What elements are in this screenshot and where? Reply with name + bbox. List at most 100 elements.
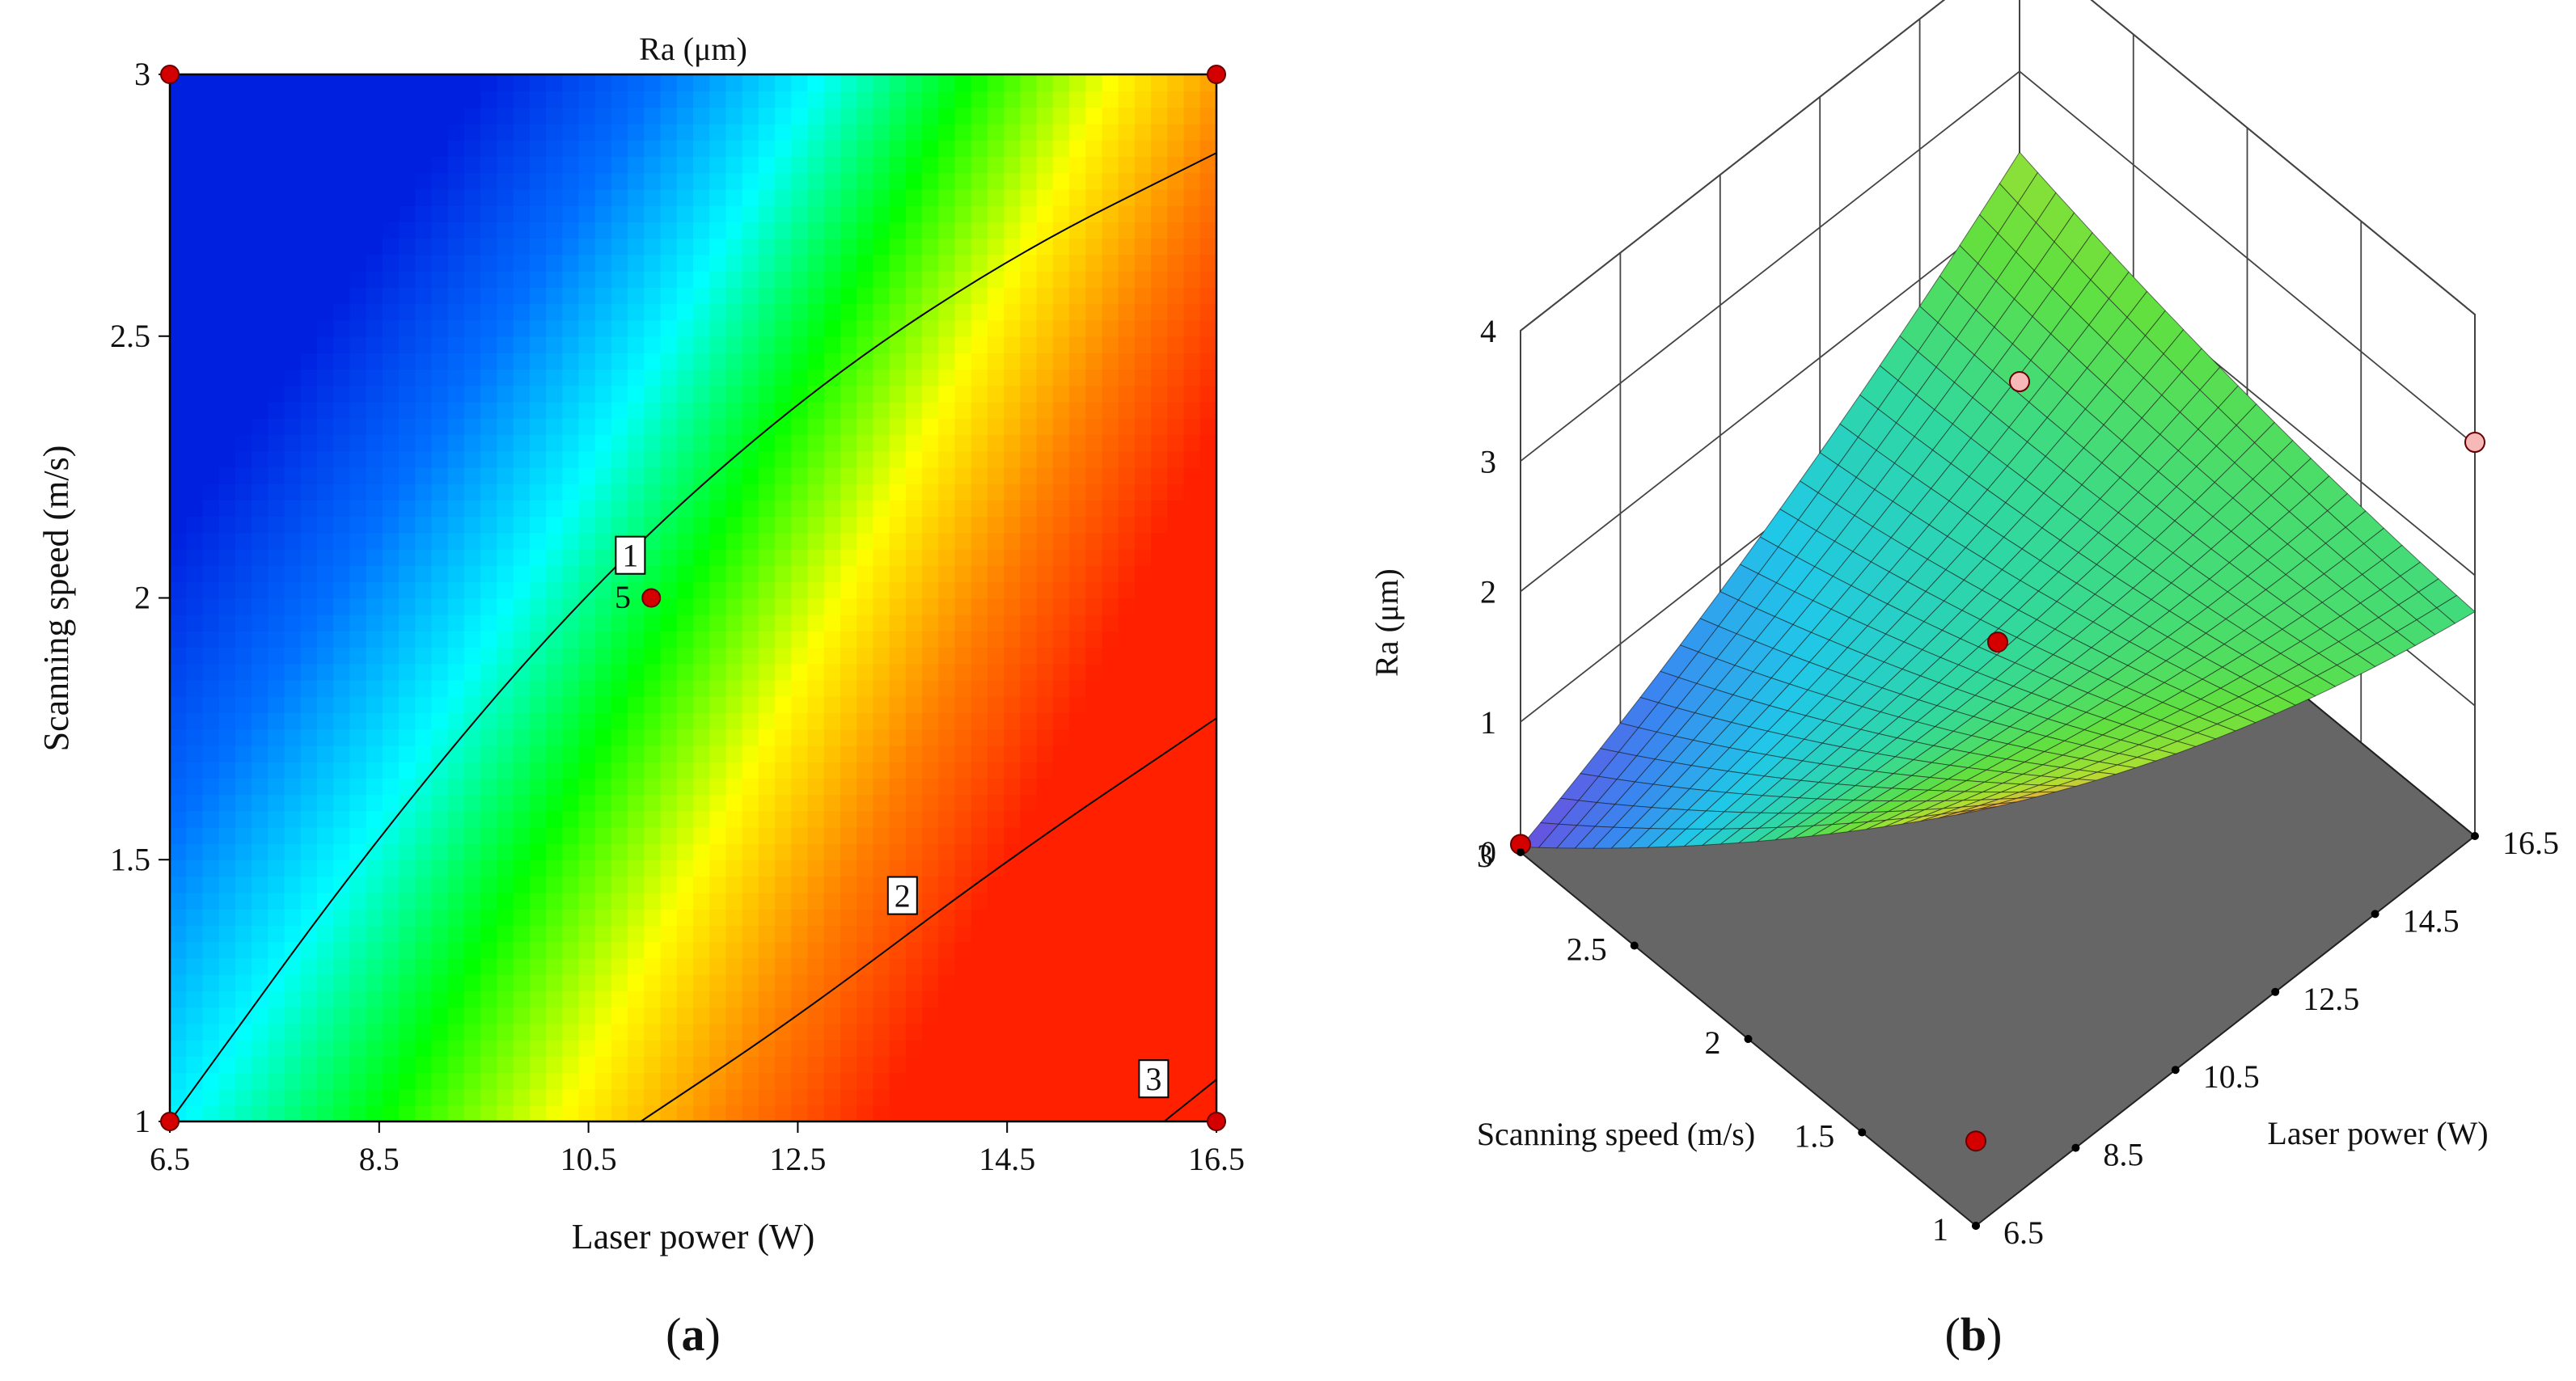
contour-color-cell: [218, 532, 236, 550]
contour-color-cell: [578, 336, 596, 353]
contour-color-cell: [562, 303, 580, 321]
contour-color-cell: [1199, 957, 1216, 975]
contour-color-cell: [1151, 205, 1169, 222]
contour-color-cell: [1134, 287, 1152, 305]
contour-color-cell: [823, 205, 841, 222]
contour-color-cell: [415, 729, 433, 746]
contour-color-cell: [1085, 663, 1103, 681]
contour-color-cell: [366, 565, 383, 583]
contour-color-cell: [1183, 254, 1201, 272]
contour-color-cell: [611, 679, 628, 697]
contour-color-cell: [857, 1056, 874, 1074]
contour-color-cell: [366, 761, 383, 779]
contour-color-cell: [791, 548, 809, 566]
contour-color-cell: [742, 385, 759, 403]
contour-color-cell: [399, 892, 417, 910]
contour-color-cell: [725, 647, 743, 665]
contour-color-cell: [987, 1088, 1005, 1106]
contour-color-cell: [1102, 450, 1119, 468]
contour-color-cell: [463, 238, 481, 256]
contour-color-cell: [840, 565, 858, 583]
contour-color-cell: [529, 287, 547, 305]
contour-color-cell: [300, 139, 318, 157]
contour-color-cell: [349, 876, 367, 893]
contour-color-cell: [349, 1104, 367, 1121]
contour-color-cell: [1134, 843, 1152, 861]
contour-color-cell: [284, 598, 302, 615]
contour-color-cell: [1167, 123, 1185, 141]
contour-color-cell: [529, 581, 547, 599]
contour-color-cell: [1118, 548, 1136, 566]
contour-color-cell: [725, 1007, 743, 1024]
contour-color-cell: [954, 729, 972, 746]
contour-color-cell: [366, 172, 383, 190]
contour-color-cell: [676, 859, 694, 877]
contour-color-cell: [1036, 679, 1054, 697]
contour-color-cell: [1020, 581, 1038, 599]
contour-color-cell: [562, 859, 580, 877]
contour-color-cell: [1199, 876, 1216, 893]
contour-color-cell: [1118, 303, 1136, 321]
contour-color-cell: [268, 205, 286, 222]
contour-color-cell: [497, 548, 514, 566]
contour-color-cell: [1167, 188, 1185, 206]
contour-color-cell: [1052, 74, 1070, 92]
contour-color-cell: [1036, 859, 1054, 877]
contour-color-cell: [415, 712, 433, 730]
contour-color-cell: [1036, 222, 1054, 239]
contour-color-cell: [1199, 1072, 1216, 1090]
contour-color-cell: [791, 450, 809, 468]
contour-color-cell: [987, 222, 1005, 239]
contour-color-cell: [987, 450, 1005, 468]
contour-color-cell: [693, 74, 711, 92]
contour-color-cell: [987, 565, 1005, 583]
contour-color-cell: [578, 631, 596, 648]
contour-color-cell: [775, 581, 793, 599]
contour-color-cell: [644, 270, 662, 288]
contour-color-cell: [954, 369, 972, 386]
contour-color-cell: [807, 532, 825, 550]
contour-color-cell: [300, 761, 318, 779]
contour-color-cell: [987, 925, 1005, 943]
contour-color-cell: [611, 319, 628, 337]
contour-color-cell: [1151, 957, 1169, 975]
contour-lines: [170, 152, 1216, 1121]
contour-color-cell: [873, 876, 890, 893]
contour-color-cell: [170, 876, 188, 893]
contour-color-cell: [889, 581, 907, 599]
contour-color-cell: [578, 417, 596, 435]
contour-color-cell: [807, 156, 825, 174]
contour-color-cell: [1118, 385, 1136, 403]
contour-color-cell: [840, 188, 858, 206]
contour-color-cell: [644, 647, 662, 665]
contour-color-cell: [873, 695, 890, 713]
contour-color-cell: [1052, 876, 1070, 893]
contour-color-cell: [497, 909, 514, 927]
contour-color-cell: [382, 483, 400, 500]
contour-color-cell: [497, 876, 514, 893]
contour-color-cell: [823, 532, 841, 550]
contour-color-cell: [252, 369, 269, 386]
contour-color-cell: [742, 990, 759, 1008]
contour-color-cell: [399, 990, 417, 1008]
contour-color-cell: [513, 483, 531, 500]
contour-color-cell: [889, 91, 907, 108]
contour-color-cell: [202, 107, 220, 125]
contour-color-cell: [693, 205, 711, 222]
contour-color-cell: [578, 810, 596, 828]
contour-color-cell: [1118, 156, 1136, 174]
contour-color-cell: [513, 614, 531, 631]
contour-color-cell: [284, 1056, 302, 1074]
contour-color-cell: [840, 222, 858, 239]
contour-color-cell: [709, 303, 727, 321]
contour-color-cell: [170, 270, 188, 288]
contour-color-cell: [1118, 565, 1136, 583]
contour-color-cell: [954, 1039, 972, 1057]
contour-color-cell: [252, 1056, 269, 1074]
contour-color-cell: [1069, 695, 1087, 713]
contour-color-cell: [922, 417, 940, 435]
contour-color-cell: [857, 385, 874, 403]
contour-color-cell: [546, 631, 564, 648]
contour-color-cell: [628, 1039, 645, 1057]
contour-color-cell: [1036, 417, 1054, 435]
